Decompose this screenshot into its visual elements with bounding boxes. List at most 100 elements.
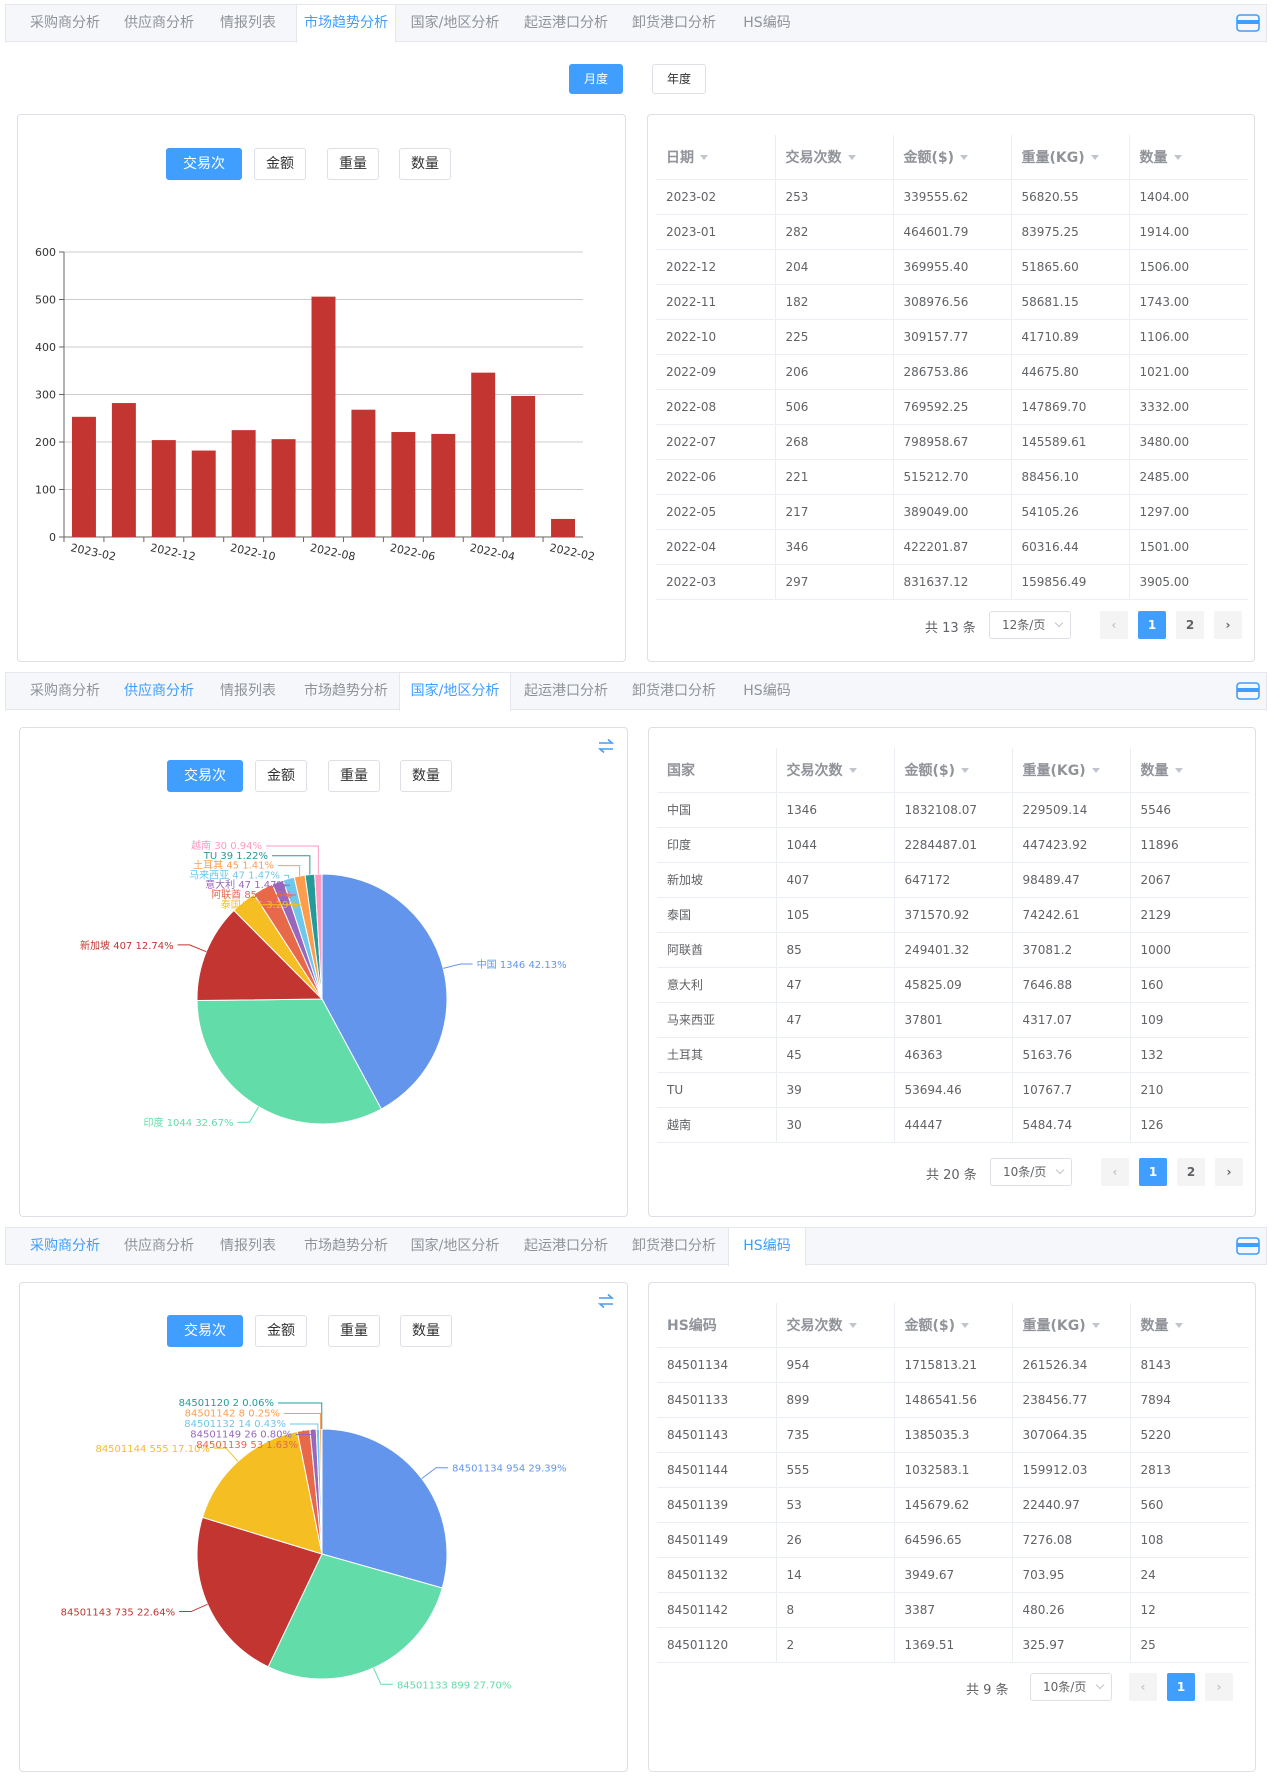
column-header[interactable]: 交易次数 — [775, 135, 894, 180]
bar[interactable] — [111, 403, 136, 537]
tab-0[interactable]: 采购商分析 — [30, 683, 100, 699]
tab-7[interactable]: HS编码 — [743, 15, 791, 31]
metric-button-1[interactable]: 金额 — [254, 148, 306, 180]
metric-button-3[interactable]: 数量 — [400, 1315, 452, 1347]
card-view-icon[interactable] — [1236, 1237, 1260, 1255]
bar[interactable] — [471, 372, 496, 537]
column-header[interactable]: 重量(KG) — [1011, 135, 1130, 180]
monthly-button[interactable]: 月度 — [569, 64, 624, 94]
column-header[interactable]: 交易次数 — [776, 748, 895, 793]
sort-caret-icon[interactable] — [1173, 155, 1182, 161]
sort-caret-icon[interactable] — [848, 1323, 857, 1329]
page-size-select[interactable]: 12条/页 — [989, 611, 1071, 639]
column-header[interactable]: 重量(KG) — [1012, 1303, 1131, 1348]
sort-caret-icon[interactable] — [1090, 155, 1099, 161]
sort-caret-icon[interactable] — [961, 1323, 970, 1329]
bar[interactable] — [271, 439, 296, 537]
page-size-select[interactable]: 10条/页 — [990, 1158, 1072, 1186]
tab-1[interactable]: 供应商分析 — [124, 683, 194, 699]
page-size-select[interactable]: 10条/页 — [1030, 1673, 1112, 1701]
tab-6[interactable]: 卸货港口分析 — [632, 683, 716, 699]
bar[interactable] — [191, 450, 216, 537]
tab-1[interactable]: 供应商分析 — [124, 15, 194, 31]
bar[interactable] — [311, 296, 336, 537]
bar[interactable] — [511, 395, 536, 537]
prev-page-button[interactable]: ‹ — [1100, 611, 1128, 639]
tab-6[interactable]: 卸货港口分析 — [632, 1238, 716, 1254]
tab-3[interactable]: 市场趋势分析 — [296, 5, 396, 43]
column-header[interactable]: HS编码 — [657, 1303, 777, 1348]
metric-button-0[interactable]: 交易次数 — [167, 760, 243, 814]
metric-button-0[interactable]: 交易次数 — [166, 148, 242, 202]
tab-2[interactable]: 情报列表 — [220, 1238, 276, 1254]
column-header[interactable]: 数量 — [1130, 748, 1249, 793]
column-header[interactable]: 日期 — [656, 135, 776, 180]
bar[interactable] — [351, 409, 376, 537]
column-header[interactable]: 国家 — [657, 748, 777, 793]
pie-slice[interactable] — [196, 1516, 323, 1668]
tab-5[interactable]: 起运港口分析 — [524, 1238, 608, 1254]
tab-5[interactable]: 起运港口分析 — [524, 15, 608, 31]
prev-page-button[interactable]: ‹ — [1101, 1158, 1129, 1186]
tab-3[interactable]: 市场趋势分析 — [304, 683, 388, 699]
sort-caret-icon[interactable] — [1174, 768, 1183, 774]
card-view-icon[interactable] — [1236, 14, 1260, 32]
metric-button-3[interactable]: 数量 — [400, 760, 452, 792]
metric-button-3[interactable]: 数量 — [399, 148, 451, 180]
metric-button-0[interactable]: 交易次数 — [167, 1315, 243, 1369]
sort-caret-icon[interactable] — [1174, 1323, 1183, 1329]
sort-caret-icon[interactable] — [960, 155, 969, 161]
card-view-icon[interactable] — [1236, 682, 1260, 700]
column-header[interactable]: 金额($) — [894, 748, 1013, 793]
swap-icon[interactable] — [597, 1293, 615, 1309]
sort-caret-icon[interactable] — [1091, 1323, 1100, 1329]
metric-button-1[interactable]: 金额 — [255, 1315, 307, 1347]
metric-button-2[interactable]: 重量 — [328, 760, 380, 792]
tab-5[interactable]: 起运港口分析 — [524, 683, 608, 699]
sort-caret-icon[interactable] — [847, 155, 856, 161]
sort-caret-icon[interactable] — [961, 768, 970, 774]
column-header[interactable]: 数量 — [1129, 135, 1248, 180]
pie-slice[interactable] — [321, 873, 448, 1110]
tab-6[interactable]: 卸货港口分析 — [632, 15, 716, 31]
tab-7[interactable]: HS编码 — [743, 683, 791, 699]
bar[interactable] — [431, 433, 456, 537]
tab-4[interactable]: 国家/地区分析 — [399, 673, 511, 711]
pie-slice[interactable] — [267, 1553, 443, 1680]
column-header[interactable]: 金额($) — [893, 135, 1012, 180]
pie-slice[interactable] — [201, 1430, 323, 1555]
tab-4[interactable]: 国家/地区分析 — [410, 1238, 500, 1254]
page-1-button[interactable]: 1 — [1139, 1158, 1167, 1186]
bar[interactable] — [551, 518, 576, 537]
bar[interactable] — [71, 416, 96, 537]
column-header[interactable]: 数量 — [1130, 1303, 1249, 1348]
tab-2[interactable]: 情报列表 — [220, 15, 276, 31]
tab-3[interactable]: 市场趋势分析 — [304, 1238, 388, 1254]
tab-1[interactable]: 供应商分析 — [124, 1238, 194, 1254]
next-page-button[interactable]: › — [1215, 1158, 1243, 1186]
next-page-button[interactable]: › — [1214, 611, 1242, 639]
tab-4[interactable]: 国家/地区分析 — [410, 15, 500, 31]
tab-2[interactable]: 情报列表 — [220, 683, 276, 699]
page-2-button[interactable]: 2 — [1177, 1158, 1205, 1186]
metric-button-2[interactable]: 重量 — [327, 148, 379, 180]
tab-0[interactable]: 采购商分析 — [30, 15, 100, 31]
next-page-button[interactable]: › — [1205, 1673, 1233, 1701]
yearly-button[interactable]: 年度 — [652, 64, 707, 94]
tab-7[interactable]: HS编码 — [728, 1228, 806, 1266]
pie-slice[interactable] — [196, 909, 324, 1002]
page-1-button[interactable]: 1 — [1167, 1673, 1195, 1701]
page-1-button[interactable]: 1 — [1138, 611, 1166, 639]
pie-slice[interactable] — [321, 1428, 448, 1589]
metric-button-2[interactable]: 重量 — [328, 1315, 380, 1347]
page-2-button[interactable]: 2 — [1176, 611, 1204, 639]
tab-0[interactable]: 采购商分析 — [30, 1238, 100, 1254]
sort-caret-icon[interactable] — [700, 155, 708, 161]
bar[interactable] — [391, 432, 416, 537]
column-header[interactable]: 交易次数 — [776, 1303, 895, 1348]
column-header[interactable]: 金额($) — [894, 1303, 1013, 1348]
metric-button-1[interactable]: 金额 — [255, 760, 307, 792]
swap-icon[interactable] — [597, 738, 615, 754]
column-header[interactable]: 重量(KG) — [1012, 748, 1131, 793]
prev-page-button[interactable]: ‹ — [1129, 1673, 1157, 1701]
